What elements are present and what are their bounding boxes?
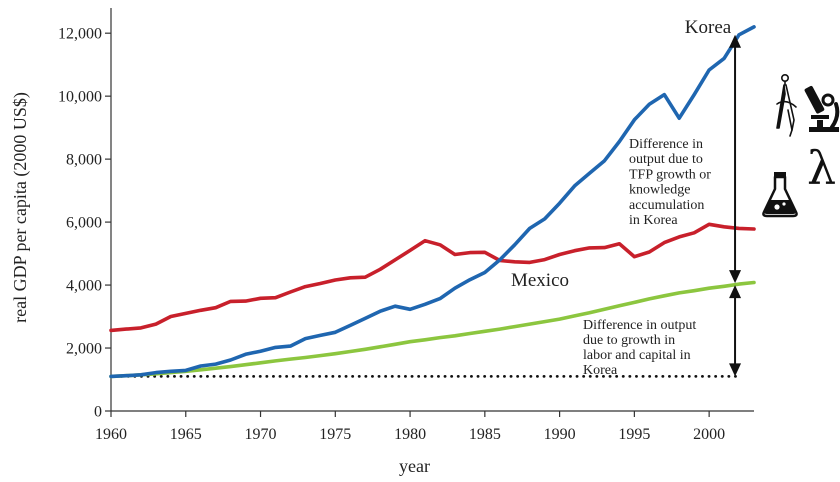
- x-tick-label: 1975: [319, 426, 351, 443]
- tfp-annotation-line: accumulation: [629, 198, 704, 213]
- x-tick-label: 1965: [170, 426, 202, 443]
- labor-capital-annotation-line: Korea: [583, 363, 618, 378]
- series-line-3: [109, 280, 756, 379]
- lambda-symbol: λ: [807, 141, 836, 195]
- compass-icon: [776, 73, 797, 137]
- tfp-annotation-line: Difference in: [629, 137, 703, 152]
- y-tick-label: 2,000: [66, 341, 102, 358]
- tfp-annotation-line: in Korea: [629, 213, 678, 228]
- tfp-arrow-head-down: [729, 270, 742, 284]
- x-tick-label: 1990: [544, 426, 576, 443]
- y-axis-title: real GDP per capita (2000 US$): [10, 92, 31, 323]
- series-label-mexico: Mexico: [511, 270, 569, 291]
- labor-capital-annotation-line: Difference in output: [583, 318, 696, 333]
- y-tick-label: 12,000: [58, 26, 102, 43]
- labor-capital-annotation-line: due to growth in: [583, 333, 675, 348]
- x-tick-label: 1960: [95, 426, 127, 443]
- tfp-annotation-line: knowledge: [629, 183, 690, 198]
- flask-icon: [762, 172, 798, 218]
- x-tick-label: 1970: [245, 426, 277, 443]
- tfp-arrow-head-up: [729, 34, 742, 48]
- x-axis-title: year: [399, 456, 430, 476]
- y-tick-label: 8,000: [66, 152, 102, 169]
- labor-capital-arrow-head-up: [729, 285, 742, 299]
- axes: 0 2,000 4,000 6,000 8,000 10,000 12,000 1960 196…: [10, 8, 754, 476]
- labor-capital-annotation-line: labor and capital in: [583, 348, 691, 363]
- tfp-annotation-line: TFP growth or: [629, 167, 711, 182]
- x-tick-label: 1985: [469, 426, 501, 443]
- y-tick-label: 0: [94, 404, 102, 421]
- x-tick-label: 1995: [618, 426, 650, 443]
- microscope-icon: [804, 85, 840, 132]
- y-tick-label: 6,000: [66, 215, 102, 232]
- tfp-annotation-line: output due to: [629, 152, 703, 167]
- series-labels: Korea Mexico: [511, 17, 732, 291]
- y-tick-label: 10,000: [58, 89, 102, 106]
- series-line-mexico: [109, 222, 756, 333]
- x-tick-label: 1980: [394, 426, 426, 443]
- x-tick-label: 2000: [693, 426, 725, 443]
- y-tick-label: 4,000: [66, 278, 102, 295]
- series-lines: [109, 25, 756, 379]
- labor-capital-arrow-head-down: [729, 363, 742, 377]
- series-label-korea: Korea: [685, 17, 732, 38]
- series-line-korea: [109, 25, 756, 379]
